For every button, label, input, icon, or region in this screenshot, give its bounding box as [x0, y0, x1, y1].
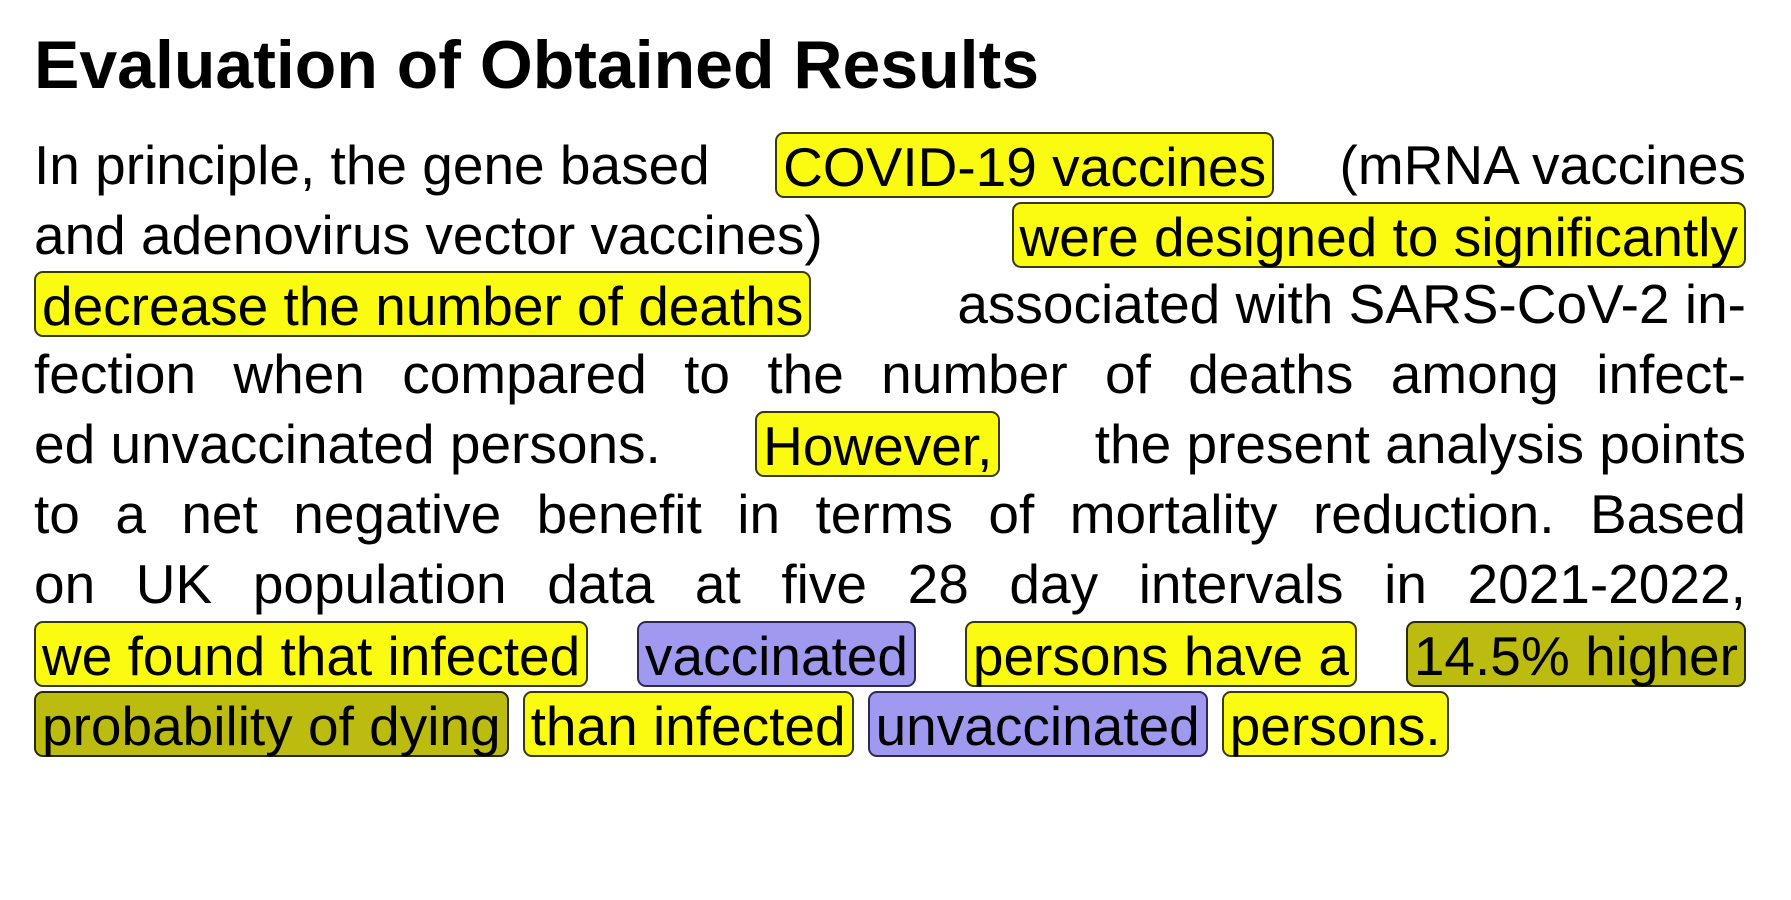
word: compared [402, 343, 647, 405]
word: net [181, 483, 258, 545]
word: 2021-2022, [1467, 553, 1746, 615]
word: data [547, 553, 655, 615]
text-segment: (mRNA vaccines [1339, 134, 1746, 196]
word: of [1105, 343, 1151, 405]
word: population [252, 553, 507, 615]
word: five [781, 553, 867, 615]
highlighted-phrase-yellow: were designed to significantly [1011, 202, 1746, 268]
word: 28 [907, 553, 969, 615]
word: UK [135, 553, 213, 615]
word: of [988, 483, 1035, 545]
text-segment: and adenovirus vector vaccines) [34, 204, 823, 266]
paragraph-line-2: and adenovirus vector vaccines) were desi… [34, 195, 1746, 275]
word: number [881, 343, 1068, 405]
word: at [694, 553, 741, 615]
word: in [1384, 553, 1427, 615]
highlighted-phrase-yellow: we found that infected [34, 621, 589, 687]
paragraph-line-4: fection when compared to the number of deaths am… [34, 334, 1746, 414]
paragraph-line-1: In principle, the gene based COVID-19 vac… [34, 125, 1746, 205]
text-segment: ed unvaccinated persons. [34, 413, 661, 475]
word: intervals [1138, 553, 1344, 615]
paragraph-line-6: to a net negative benefit in terms of mortality r… [34, 474, 1746, 554]
paragraph-line-3: decrease the number of deaths associated … [34, 264, 1746, 344]
word: to [684, 343, 731, 405]
text-segment: associated with SARS-CoV-2 in- [957, 273, 1746, 335]
word: on [34, 553, 96, 615]
paragraph-line-9: probability of dying than infected unvacci… [34, 684, 1746, 764]
word: among [1390, 343, 1559, 405]
highlighted-phrase-purple: vaccinated [637, 621, 916, 687]
word: day [1009, 553, 1099, 615]
highlighted-phrase-yellow: persons. [1221, 691, 1449, 757]
highlighted-phrase-olive: probability of dying [34, 691, 509, 757]
highlighted-phrase-olive: 14.5% higher [1405, 621, 1746, 687]
word: fection [34, 343, 197, 405]
word: when [233, 343, 365, 405]
highlighted-phrase-yellow: than infected [522, 691, 854, 757]
highlighted-phrase-purple: unvaccinated [867, 691, 1208, 757]
word: the [767, 343, 844, 405]
word: Based [1589, 483, 1746, 545]
highlighted-phrase-yellow: decrease the number of deaths [34, 271, 812, 337]
word: infect- [1596, 343, 1746, 405]
word: to [34, 483, 80, 545]
word: in [737, 483, 781, 545]
highlighted-phrase-yellow: COVID-19 vaccines [775, 132, 1275, 198]
highlighted-phrase-yellow: persons have a [964, 621, 1357, 687]
word: deaths [1188, 343, 1354, 405]
text-segment: the present analysis points [1094, 413, 1746, 475]
word: reduction. [1312, 483, 1555, 545]
word: benefit [536, 483, 702, 545]
highlighted-phrase-yellow: However, [755, 411, 1001, 477]
paragraph-line-8: we found that infected vaccinated persons … [34, 614, 1746, 694]
paragraph-line-7: on UK population data at five 28 day intervals in… [34, 544, 1746, 624]
text-segment: In principle, the gene based [34, 134, 710, 196]
word: mortality [1069, 483, 1278, 545]
document-title: Evaluation of Obtained Results [34, 27, 1040, 103]
word: terms [815, 483, 953, 545]
paragraph-line-5: ed unvaccinated persons. However, the pres… [34, 404, 1746, 484]
word: negative [293, 483, 502, 545]
word: a [115, 483, 146, 545]
